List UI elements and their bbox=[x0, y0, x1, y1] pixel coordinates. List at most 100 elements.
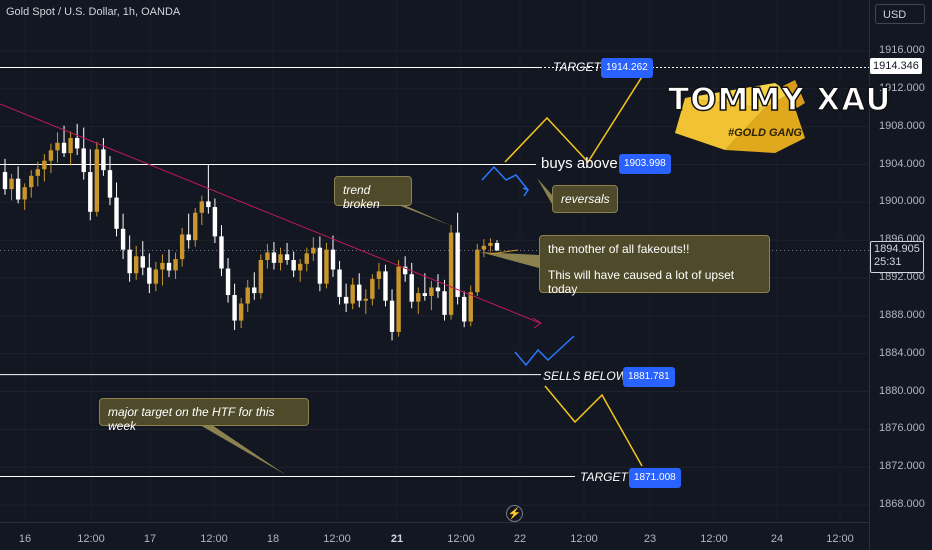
candle-body bbox=[212, 207, 218, 237]
candle-body bbox=[317, 247, 323, 284]
candle-body bbox=[55, 142, 60, 151]
forecast-up-path bbox=[504, 71, 646, 164]
x-tick-label: 12:00 bbox=[200, 533, 228, 545]
candle-body bbox=[9, 178, 14, 190]
candle-body bbox=[127, 249, 132, 274]
candle-body bbox=[88, 172, 93, 212]
note-reversals[interactable]: reversals bbox=[552, 185, 618, 213]
candle-body bbox=[245, 287, 250, 304]
price-axis[interactable] bbox=[869, 0, 932, 550]
x-tick-label: 23 bbox=[643, 533, 657, 545]
candle-body bbox=[35, 169, 40, 176]
candle-body bbox=[494, 243, 500, 251]
sells-below-badge: 1881.781 bbox=[623, 367, 675, 387]
candle-body bbox=[455, 232, 460, 297]
target-top-badge: 1914.262 bbox=[601, 58, 653, 78]
buys-above-label: buys above bbox=[541, 155, 618, 172]
fan-mark bbox=[489, 249, 519, 255]
candle-body bbox=[278, 254, 283, 263]
x-tick-label: 21 bbox=[390, 533, 404, 545]
candle-body bbox=[389, 300, 395, 332]
candle-body bbox=[219, 236, 224, 269]
candle-body bbox=[409, 274, 414, 302]
x-tick-label: 12:00 bbox=[323, 533, 351, 545]
candle-body bbox=[120, 228, 126, 250]
candle-body bbox=[291, 260, 296, 271]
trendline-arrow bbox=[532, 317, 542, 329]
candle-body bbox=[238, 303, 244, 321]
x-tick-label: 12:00 bbox=[447, 533, 475, 545]
note-trend-broken[interactable]: trend broken bbox=[334, 176, 412, 211]
candle-body bbox=[160, 262, 165, 270]
bar-countdown: 25:31 bbox=[874, 256, 902, 268]
target-bottom-label: TARGET bbox=[580, 470, 628, 484]
y-tick-label: 1908.000 bbox=[879, 119, 925, 132]
candle-body bbox=[330, 249, 336, 270]
x-tick-label: 12:00 bbox=[826, 533, 854, 545]
candle-body bbox=[324, 249, 329, 284]
y-tick-label: 1884.000 bbox=[879, 346, 925, 359]
buys-above-badge: 1903.998 bbox=[619, 154, 671, 174]
current-price: 1894.905 bbox=[874, 243, 920, 255]
y-tick-label: 1904.000 bbox=[879, 157, 925, 170]
symbol-title[interactable]: Gold Spot / U.S. Dollar, 1h, OANDA bbox=[6, 6, 181, 18]
candle-body bbox=[383, 271, 388, 301]
target-top-label: TARGET bbox=[553, 60, 601, 74]
x-tick-label: 12:00 bbox=[700, 533, 728, 545]
forecast-down-path bbox=[544, 385, 643, 467]
candle-body bbox=[284, 254, 290, 261]
y-tick-label: 1876.000 bbox=[879, 422, 925, 435]
x-tick-label: 12:00 bbox=[77, 533, 105, 545]
candle-body bbox=[68, 138, 73, 154]
reversal-zigzag-bottom bbox=[514, 335, 575, 367]
candle-body bbox=[206, 201, 211, 208]
y-tick-label: 1888.000 bbox=[879, 308, 925, 321]
candle-body bbox=[140, 256, 145, 268]
candle-body bbox=[173, 259, 178, 271]
lightning-icon[interactable]: ⚡ bbox=[506, 505, 523, 522]
candle-body bbox=[337, 269, 342, 297]
reversal-zigzag-top bbox=[481, 165, 529, 191]
candle-body bbox=[429, 287, 434, 296]
reversal-arrow bbox=[522, 187, 530, 197]
current-price-tag: 1894.905 25:31 bbox=[870, 241, 924, 273]
candle-body bbox=[448, 232, 454, 315]
y-tick-label: 1892.000 bbox=[879, 271, 925, 283]
currency-button[interactable]: USD bbox=[875, 4, 925, 24]
candle-body bbox=[232, 295, 237, 321]
candle-body bbox=[435, 287, 441, 292]
candle-body bbox=[134, 256, 139, 274]
candlestick-series bbox=[2, 123, 500, 341]
note-major-target[interactable]: major target on the HTF for this week bbox=[99, 398, 309, 433]
x-tick-label: 18 bbox=[266, 533, 280, 545]
candle-body bbox=[22, 187, 27, 200]
candle-body bbox=[107, 170, 113, 198]
candle-body bbox=[475, 249, 480, 293]
y-tick-label: 1868.000 bbox=[879, 498, 925, 510]
candle-body bbox=[147, 267, 152, 284]
candle-body bbox=[114, 197, 119, 229]
note-fakeout-line2: This will have caused a lot of upset tod… bbox=[548, 268, 735, 296]
note-fakeout-line1: the mother of all fakeouts!! bbox=[548, 242, 690, 256]
note-fakeout[interactable]: the mother of all fakeouts!! This will h… bbox=[539, 235, 770, 296]
candle-body bbox=[101, 149, 106, 171]
candle-body bbox=[81, 148, 86, 173]
y-tick-label: 1912.000 bbox=[879, 81, 925, 94]
logo-title: TOMMY XAU bbox=[667, 81, 892, 119]
candle-body bbox=[265, 252, 270, 261]
candle-body bbox=[422, 293, 428, 296]
candle-body bbox=[350, 284, 355, 304]
x-tick-label: 16 bbox=[18, 533, 32, 545]
candle-body bbox=[376, 271, 382, 279]
candle-body bbox=[2, 172, 8, 190]
x-tick-label: 22 bbox=[513, 533, 527, 545]
candle-body bbox=[343, 296, 349, 304]
candle-body bbox=[468, 292, 473, 322]
candle-body bbox=[442, 291, 447, 315]
candle-body bbox=[396, 266, 401, 332]
callout-pointer bbox=[480, 252, 539, 268]
level-price-tag: 1914.346 bbox=[870, 58, 922, 74]
candle-body bbox=[311, 247, 316, 254]
candle-body bbox=[166, 262, 172, 271]
